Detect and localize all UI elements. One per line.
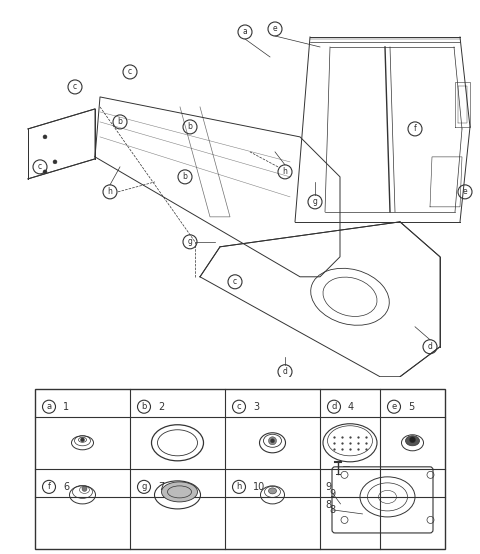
Ellipse shape [406, 436, 420, 446]
Text: 9: 9 [325, 482, 331, 492]
Text: d: d [331, 402, 336, 411]
Text: 9: 9 [329, 489, 335, 499]
Text: h: h [236, 483, 242, 491]
Text: f: f [48, 483, 50, 491]
Text: d: d [283, 367, 288, 376]
Text: a: a [242, 28, 247, 37]
Text: e: e [273, 24, 277, 33]
Text: h: h [108, 187, 112, 196]
Circle shape [82, 486, 87, 491]
Text: c: c [73, 83, 77, 91]
Circle shape [271, 439, 275, 443]
Text: 2: 2 [158, 402, 164, 412]
Circle shape [43, 170, 47, 174]
Circle shape [81, 438, 84, 442]
Text: 6: 6 [63, 482, 69, 492]
Circle shape [268, 437, 276, 445]
Text: a: a [47, 402, 51, 411]
Text: e: e [391, 402, 396, 411]
Text: h: h [283, 167, 288, 176]
Text: 7: 7 [158, 482, 164, 492]
Bar [35, 389, 445, 549]
Text: 4: 4 [348, 402, 354, 412]
Text: b: b [182, 172, 187, 181]
Text: e: e [463, 187, 468, 196]
Text: 8: 8 [325, 500, 331, 510]
Text: 5: 5 [408, 402, 414, 412]
Circle shape [409, 437, 416, 443]
Text: g: g [188, 237, 192, 247]
Text: c: c [128, 68, 132, 76]
Text: c: c [233, 278, 237, 286]
Text: c: c [38, 162, 42, 171]
Circle shape [53, 160, 57, 164]
Text: 3: 3 [253, 402, 259, 412]
Text: c: c [237, 402, 241, 411]
Text: f: f [414, 125, 416, 134]
Text: d: d [428, 342, 432, 351]
Text: b: b [188, 122, 192, 131]
Circle shape [43, 135, 47, 139]
Text: b: b [118, 117, 122, 126]
Text: 1: 1 [63, 402, 69, 412]
Text: 8: 8 [329, 505, 335, 515]
Ellipse shape [161, 482, 197, 502]
Text: g: g [312, 197, 317, 206]
Text: g: g [141, 483, 147, 491]
Text: b: b [141, 402, 147, 411]
Text: 10: 10 [253, 482, 265, 492]
Ellipse shape [268, 488, 276, 494]
